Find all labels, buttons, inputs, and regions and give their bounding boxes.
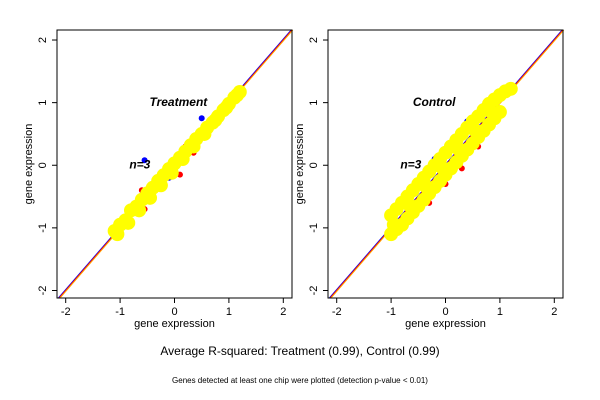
point — [186, 139, 201, 154]
point — [435, 161, 450, 176]
point — [141, 157, 148, 164]
y-axis-label: gene expression — [23, 124, 35, 205]
y-tick-label: -2 — [37, 286, 49, 296]
y-tick-label: -2 — [308, 286, 320, 296]
y-tick-label: 0 — [37, 162, 49, 168]
y-tick-label: 2 — [308, 37, 320, 43]
x-tick-label: 0 — [171, 306, 177, 318]
point — [110, 227, 125, 242]
y-tick-label: 2 — [37, 37, 49, 43]
point — [164, 165, 179, 180]
point — [143, 190, 158, 205]
y-tick-label: -1 — [37, 223, 49, 233]
point — [175, 151, 190, 166]
x-tick-label: 2 — [280, 306, 286, 318]
x-tick-label: -2 — [61, 306, 71, 318]
x-tick-label: 2 — [551, 306, 557, 318]
point — [230, 88, 245, 103]
x-tick-label: -1 — [115, 306, 125, 318]
x-axis-label: gene expression — [405, 318, 486, 330]
y-tick-label: 1 — [37, 100, 49, 106]
point — [403, 198, 418, 213]
point — [153, 178, 168, 193]
x-tick-label: 1 — [226, 306, 232, 318]
point — [197, 126, 212, 141]
caption: Average R-squared: Treatment (0.99), Con… — [160, 344, 439, 358]
point — [419, 180, 434, 195]
point — [208, 113, 223, 128]
point — [468, 123, 483, 138]
point — [386, 217, 401, 232]
y-tick-label: 0 — [308, 162, 320, 168]
footnote: Genes detected at least one chip were pl… — [172, 376, 428, 385]
x-tick-label: -1 — [386, 306, 396, 318]
x-tick-label: -2 — [332, 306, 342, 318]
annotation: n=3 — [129, 157, 150, 171]
point — [503, 81, 518, 96]
point — [452, 142, 467, 157]
y-tick-label: 1 — [308, 100, 320, 106]
y-tick-label: -1 — [308, 223, 320, 233]
point — [484, 105, 499, 120]
point — [198, 115, 205, 122]
x-axis-label: gene expression — [134, 318, 215, 330]
annotation: n=3 — [400, 157, 421, 171]
annotation: Treatment — [149, 95, 208, 109]
x-tick-label: 1 — [497, 306, 503, 318]
point — [121, 215, 136, 230]
annotation: Control — [413, 95, 456, 109]
point — [132, 203, 147, 218]
x-tick-label: 0 — [442, 306, 448, 318]
y-axis-label: gene expression — [294, 124, 306, 205]
point — [219, 100, 234, 115]
